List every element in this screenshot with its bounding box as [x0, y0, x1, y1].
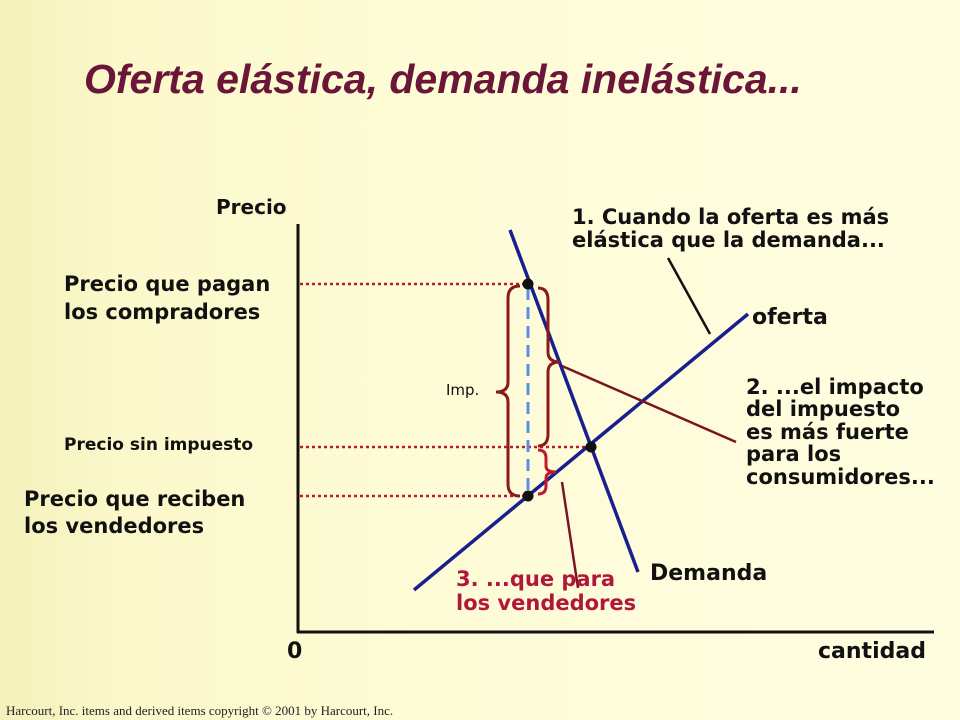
note-seller-impact-line1: 3. ...que para [456, 567, 616, 591]
buyers-price-label: Precio que pagan los compradores [64, 270, 270, 327]
y-axis-label: Precio [216, 195, 287, 219]
x-axis-label: cantidad [818, 639, 926, 664]
copyright-footer: Harcourt, Inc. items and derived items c… [6, 703, 394, 718]
note-consumer-impact: 2. ...el impacto del impuesto es más fue… [746, 375, 935, 489]
tax-label: Imp. [446, 381, 480, 399]
buyers-price-label-line2: los compradores [64, 300, 261, 325]
sellers-price-label: Precio que reciben los vendedores [24, 486, 245, 541]
note1-pointer [666, 257, 712, 335]
sellers-price-label-line1: Precio que reciben [24, 487, 246, 511]
origin-label: 0 [287, 639, 303, 664]
note-elasticity-line2: elástica que la demanda... [572, 228, 885, 253]
seller-burden-brace [537, 448, 557, 496]
note-elasticity-line1: 1. Cuando la oferta es más [572, 205, 890, 229]
note-seller-impact-line2: los vendedores [456, 590, 637, 615]
note-consumer-impact-line5: consumidores... [746, 464, 935, 489]
note-seller-impact: 3. ...que para los vendedores [456, 567, 637, 615]
note-consumer-impact-line2: del impuesto [746, 397, 901, 422]
note-elasticity: 1. Cuando la oferta es más elástica que … [572, 205, 890, 253]
no-tax-price-label: Precio sin impuesto [64, 435, 254, 455]
tax-brace [495, 284, 521, 498]
buyers-price-label-line1: Precio que pagan [64, 272, 271, 296]
note3-pointer [560, 481, 580, 589]
consumer-burden-brace [537, 286, 561, 448]
buyers-price-point [522, 278, 534, 290]
note-consumer-impact-line1: 2. ...el impacto [746, 375, 924, 399]
sellers-price-label-line2: los vendedores [24, 514, 205, 539]
slide-title: Oferta elástica, demanda inelástica... [84, 56, 802, 102]
note-consumer-impact-line3: es más fuerte [746, 419, 909, 444]
note-consumer-impact-line4: para los [746, 442, 842, 467]
supply-curve-label: oferta [752, 305, 828, 330]
equilibrium-point [585, 441, 597, 453]
supply-curve [412, 312, 750, 592]
demand-curve-label: Demanda [650, 561, 768, 586]
sellers-price-point [522, 490, 534, 502]
note2-pointer [561, 364, 737, 444]
